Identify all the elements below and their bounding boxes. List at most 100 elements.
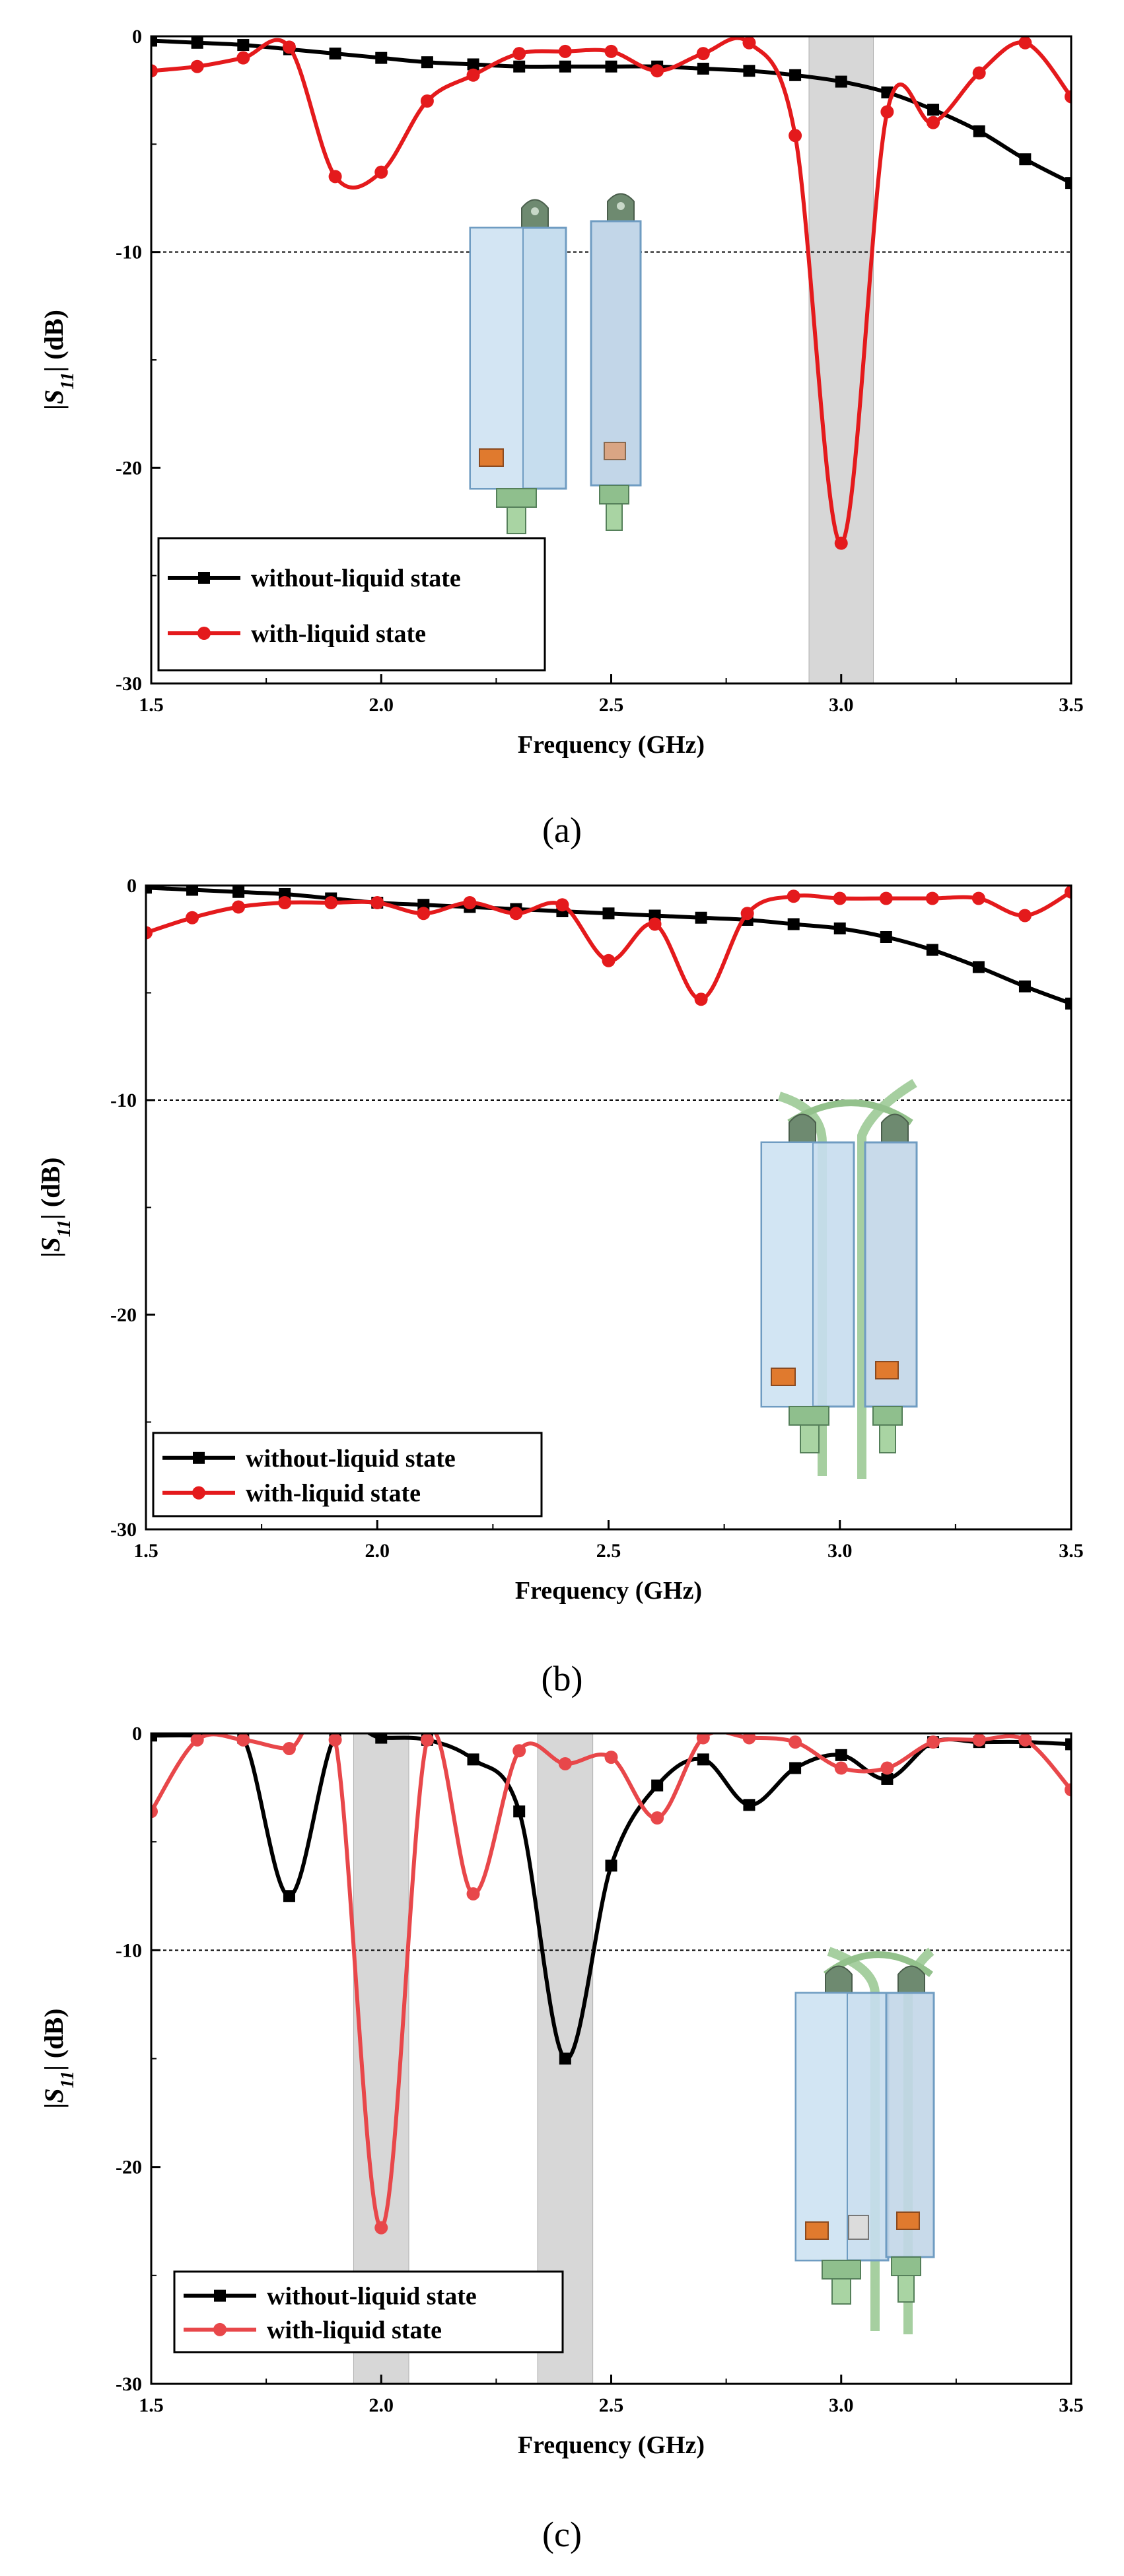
data-point xyxy=(696,47,710,61)
legend-label: with-liquid state xyxy=(267,2316,442,2344)
chart-panel-b: 1.5 2.0 2.5 3.0 3.5 0 -10 -20 -30 Frequency (GHz… xyxy=(36,875,1084,1698)
data-point xyxy=(972,66,986,80)
data-point xyxy=(697,63,709,75)
data-point xyxy=(605,60,617,73)
series-layer xyxy=(151,1733,1071,2235)
x-tick-label: 3.5 xyxy=(1059,694,1084,716)
data-point xyxy=(1018,36,1032,50)
axis-ticks xyxy=(150,35,1072,685)
series-line-with-liquid xyxy=(146,889,1071,1002)
legend-label: without-liquid state xyxy=(251,565,461,592)
y-tick-label: -10 xyxy=(116,1939,142,1961)
data-point xyxy=(558,44,572,58)
data-point xyxy=(880,105,894,119)
data-point xyxy=(146,886,152,894)
data-point xyxy=(972,1733,986,1747)
data-point xyxy=(740,907,754,921)
data-point xyxy=(151,36,157,47)
antenna-left xyxy=(794,1965,890,2305)
data-point xyxy=(324,896,338,909)
legend-label: with-liquid state xyxy=(246,1480,421,1508)
data-point xyxy=(328,170,342,184)
data-point xyxy=(555,898,569,912)
data-point xyxy=(374,165,388,179)
data-point xyxy=(605,1860,617,1872)
data-point xyxy=(1065,997,1071,1010)
axis-ticks xyxy=(150,1732,1072,2385)
axis-ticks xyxy=(145,884,1072,1531)
antenna-left xyxy=(469,199,567,534)
data-point xyxy=(190,59,204,73)
x-axis-title: Frequency (GHz) xyxy=(518,731,705,759)
data-point xyxy=(787,918,800,930)
data-point xyxy=(151,64,158,78)
data-point xyxy=(972,961,985,973)
data-point xyxy=(833,891,847,905)
x-tick-label: 1.5 xyxy=(139,694,164,716)
antenna-left xyxy=(760,1113,855,1453)
data-point xyxy=(835,1749,847,1761)
data-point xyxy=(927,1735,940,1749)
data-point xyxy=(146,926,153,940)
y-tick-label: 0 xyxy=(127,875,137,897)
data-point xyxy=(467,1753,479,1766)
antenna-right xyxy=(864,1113,918,1453)
data-point xyxy=(190,1733,204,1747)
data-point xyxy=(513,1805,526,1818)
data-point xyxy=(789,129,802,143)
data-point xyxy=(509,907,523,921)
data-point xyxy=(370,896,384,909)
data-point xyxy=(742,36,756,50)
data-point xyxy=(1065,90,1071,104)
data-point xyxy=(742,1733,756,1745)
data-point xyxy=(328,1733,342,1747)
data-point xyxy=(151,1733,157,1742)
legend-label: without-liquid state xyxy=(267,2283,477,2311)
data-point xyxy=(283,1890,295,1902)
panel-label-c: (c) xyxy=(542,2515,582,2554)
data-point xyxy=(420,1733,434,1747)
legend-label: without-liquid state xyxy=(246,1445,456,1473)
y-tick-label: -20 xyxy=(110,1304,137,1326)
x-tick-label: 2.5 xyxy=(599,2394,624,2416)
antenna-right xyxy=(590,193,642,531)
legend-marker xyxy=(197,627,211,640)
data-point xyxy=(278,896,292,909)
data-point xyxy=(1065,177,1071,190)
y-axis-title: |S11| (dB) xyxy=(36,1158,75,1258)
data-point xyxy=(282,1741,296,1755)
data-point xyxy=(602,907,615,920)
antenna-right xyxy=(885,1965,935,2303)
y-tick-label: 0 xyxy=(132,26,142,48)
data-point xyxy=(650,1811,664,1825)
chart-panel-c: 1.5 2.0 2.5 3.0 3.5 0 -10 -20 -30 Frequency (GHz… xyxy=(39,1723,1084,2554)
legend: without-liquid state with-liquid state xyxy=(157,537,546,672)
data-point xyxy=(789,1735,802,1749)
x-tick-label: 2.5 xyxy=(596,1540,621,1562)
legend-marker xyxy=(213,2322,227,2336)
x-tick-label: 2.5 xyxy=(599,694,624,716)
data-point xyxy=(232,886,245,898)
data-point xyxy=(1018,909,1032,922)
x-tick-label: 2.0 xyxy=(369,2394,394,2416)
data-point xyxy=(282,40,296,54)
data-point xyxy=(880,1761,894,1775)
y-axis-title: |S11| (dB) xyxy=(39,2009,78,2109)
data-point xyxy=(651,1779,664,1792)
antenna-inset-b xyxy=(760,1079,918,1479)
chart-panel-a: 1.5 2.0 2.5 3.0 3.5 0 -10 -20 -30 Frequency (GHz… xyxy=(39,26,1084,850)
data-point xyxy=(1065,1738,1071,1751)
data-point xyxy=(650,64,664,78)
data-point xyxy=(695,911,707,924)
data-point xyxy=(375,52,388,64)
data-point xyxy=(232,900,246,914)
data-point xyxy=(835,75,847,88)
data-point xyxy=(151,1805,158,1819)
data-point xyxy=(1019,153,1032,166)
data-point xyxy=(787,889,800,903)
data-point xyxy=(604,44,618,58)
tick-labels: 1.5 2.0 2.5 3.0 3.5 0 -10 -20 -30 xyxy=(116,26,1084,716)
data-point xyxy=(512,1744,526,1758)
legend: without-liquid state with-liquid state xyxy=(173,2270,564,2353)
